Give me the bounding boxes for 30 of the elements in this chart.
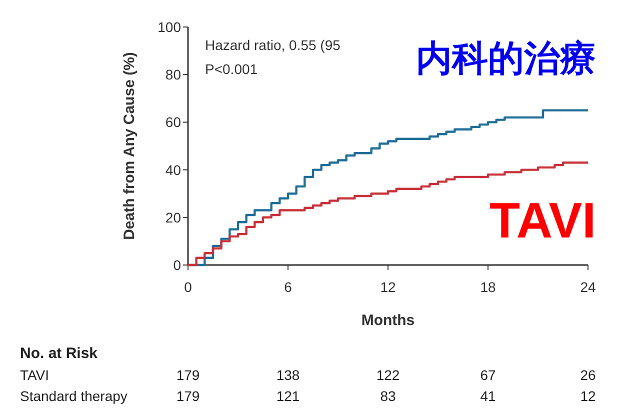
x-tick-label: 0 (184, 279, 192, 295)
text: 121 (276, 388, 300, 404)
series-label: 内科的治療 (416, 37, 596, 78)
y-axis-title: Death from Any Cause (%) (121, 52, 138, 240)
text: 67 (480, 367, 496, 383)
annotation: Hazard ratio, 0.55 (95 (205, 37, 341, 53)
text: TAVI (20, 367, 50, 383)
y-tick-label: 60 (165, 114, 182, 130)
text: 26 (580, 367, 596, 383)
text: Standard therapy (20, 388, 128, 404)
x-tick-label: 24 (580, 279, 596, 295)
x-tick-label: 12 (380, 279, 396, 295)
series-label: TAVI (490, 192, 596, 249)
text: 179 (176, 388, 200, 404)
x-tick-label: 18 (480, 279, 496, 295)
text: 122 (376, 367, 400, 383)
x-axis-title: Months (361, 312, 415, 329)
y-tick-label: 100 (158, 19, 182, 35)
y-tick-label: 20 (165, 209, 182, 226)
text: 138 (276, 367, 300, 383)
text: 179 (176, 367, 200, 383)
y-tick-label: 0 (173, 257, 182, 273)
y-tick-label: 40 (165, 162, 182, 178)
annotation: P<0.001 (205, 61, 258, 77)
text: 83 (380, 388, 396, 404)
y-tick-label: 80 (165, 66, 182, 83)
text: 41 (480, 388, 496, 404)
text: No. at Risk (20, 345, 98, 362)
text: 12 (580, 388, 596, 404)
x-tick-label: 6 (284, 279, 292, 295)
